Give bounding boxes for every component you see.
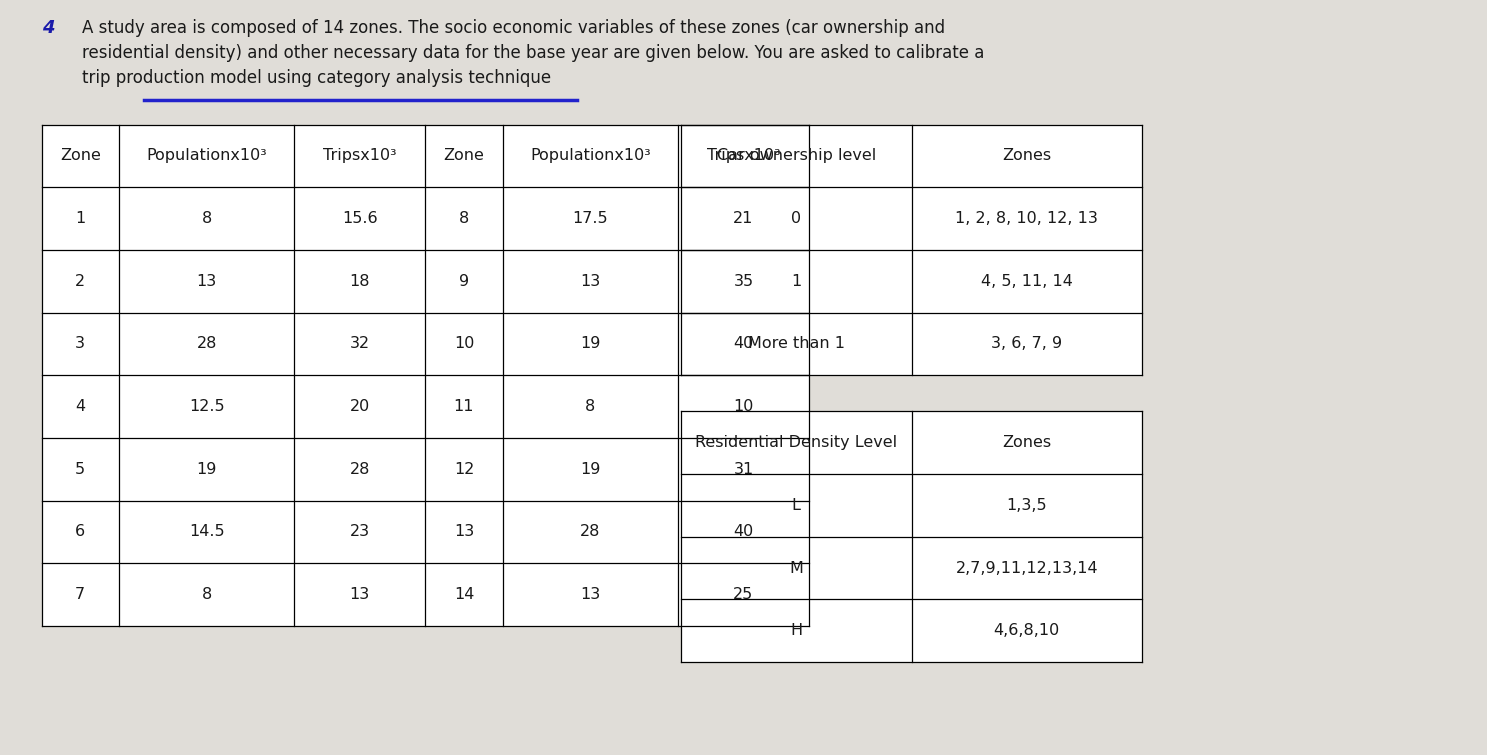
Text: 25: 25: [733, 587, 754, 602]
Text: 7: 7: [76, 587, 85, 602]
Text: 23: 23: [349, 525, 370, 539]
Text: 1: 1: [76, 211, 85, 226]
Text: 19: 19: [580, 462, 601, 476]
Text: 13: 13: [580, 587, 601, 602]
Text: 15.6: 15.6: [342, 211, 378, 226]
Text: 3: 3: [76, 337, 85, 351]
Text: 3, 6, 7, 9: 3, 6, 7, 9: [992, 337, 1062, 351]
Text: Tripsx10³: Tripsx10³: [323, 149, 397, 163]
Text: Zones: Zones: [1002, 436, 1051, 450]
Text: 32: 32: [349, 337, 370, 351]
Text: Zone: Zone: [443, 149, 485, 163]
Text: 12: 12: [454, 462, 474, 476]
Text: 13: 13: [196, 274, 217, 288]
Text: 19: 19: [196, 462, 217, 476]
Text: residential density) and other necessary data for the base year are given below.: residential density) and other necessary…: [82, 44, 984, 62]
Text: 10: 10: [733, 399, 754, 414]
Text: 10: 10: [454, 337, 474, 351]
Text: 40: 40: [733, 525, 754, 539]
Text: 1, 2, 8, 10, 12, 13: 1, 2, 8, 10, 12, 13: [955, 211, 1099, 226]
Text: 17.5: 17.5: [572, 211, 608, 226]
Text: trip production model using category analysis technique: trip production model using category ana…: [82, 69, 550, 87]
Text: 2,7,9,11,12,13,14: 2,7,9,11,12,13,14: [956, 561, 1097, 575]
Text: 13: 13: [580, 274, 601, 288]
Text: 31: 31: [733, 462, 754, 476]
Text: Zone: Zone: [59, 149, 101, 163]
Text: 4: 4: [42, 19, 54, 37]
Text: 13: 13: [454, 525, 474, 539]
Text: 12.5: 12.5: [189, 399, 225, 414]
Text: 1: 1: [791, 274, 801, 288]
Text: M: M: [790, 561, 803, 575]
Text: 8: 8: [202, 211, 211, 226]
Text: 4,6,8,10: 4,6,8,10: [993, 624, 1060, 638]
Text: 8: 8: [202, 587, 211, 602]
Text: 28: 28: [196, 337, 217, 351]
Text: 4, 5, 11, 14: 4, 5, 11, 14: [981, 274, 1072, 288]
Text: H: H: [790, 624, 803, 638]
Text: 18: 18: [349, 274, 370, 288]
Text: 14.5: 14.5: [189, 525, 225, 539]
Text: Residential Density Level: Residential Density Level: [696, 436, 897, 450]
Text: 8: 8: [586, 399, 595, 414]
Text: Populationx10³: Populationx10³: [146, 149, 268, 163]
Text: Tripsx10³: Tripsx10³: [706, 149, 781, 163]
Text: 8: 8: [459, 211, 468, 226]
Text: 20: 20: [349, 399, 370, 414]
Text: 19: 19: [580, 337, 601, 351]
Text: Car ownership level: Car ownership level: [717, 149, 876, 163]
Text: 14: 14: [454, 587, 474, 602]
Text: L: L: [793, 498, 800, 513]
Text: A study area is composed of 14 zones. The socio economic variables of these zone: A study area is composed of 14 zones. Th…: [82, 19, 944, 37]
Text: 6: 6: [76, 525, 85, 539]
Text: 5: 5: [76, 462, 85, 476]
Text: 0: 0: [791, 211, 801, 226]
Text: 35: 35: [733, 274, 754, 288]
Text: 2: 2: [76, 274, 85, 288]
Text: 21: 21: [733, 211, 754, 226]
Text: 40: 40: [733, 337, 754, 351]
Text: 13: 13: [349, 587, 370, 602]
Text: 1,3,5: 1,3,5: [1007, 498, 1047, 513]
Text: 4: 4: [76, 399, 85, 414]
Text: 9: 9: [459, 274, 468, 288]
Text: Zones: Zones: [1002, 149, 1051, 163]
Text: 28: 28: [580, 525, 601, 539]
Text: 11: 11: [454, 399, 474, 414]
Text: More than 1: More than 1: [748, 337, 845, 351]
Text: 28: 28: [349, 462, 370, 476]
Text: Populationx10³: Populationx10³: [529, 149, 651, 163]
